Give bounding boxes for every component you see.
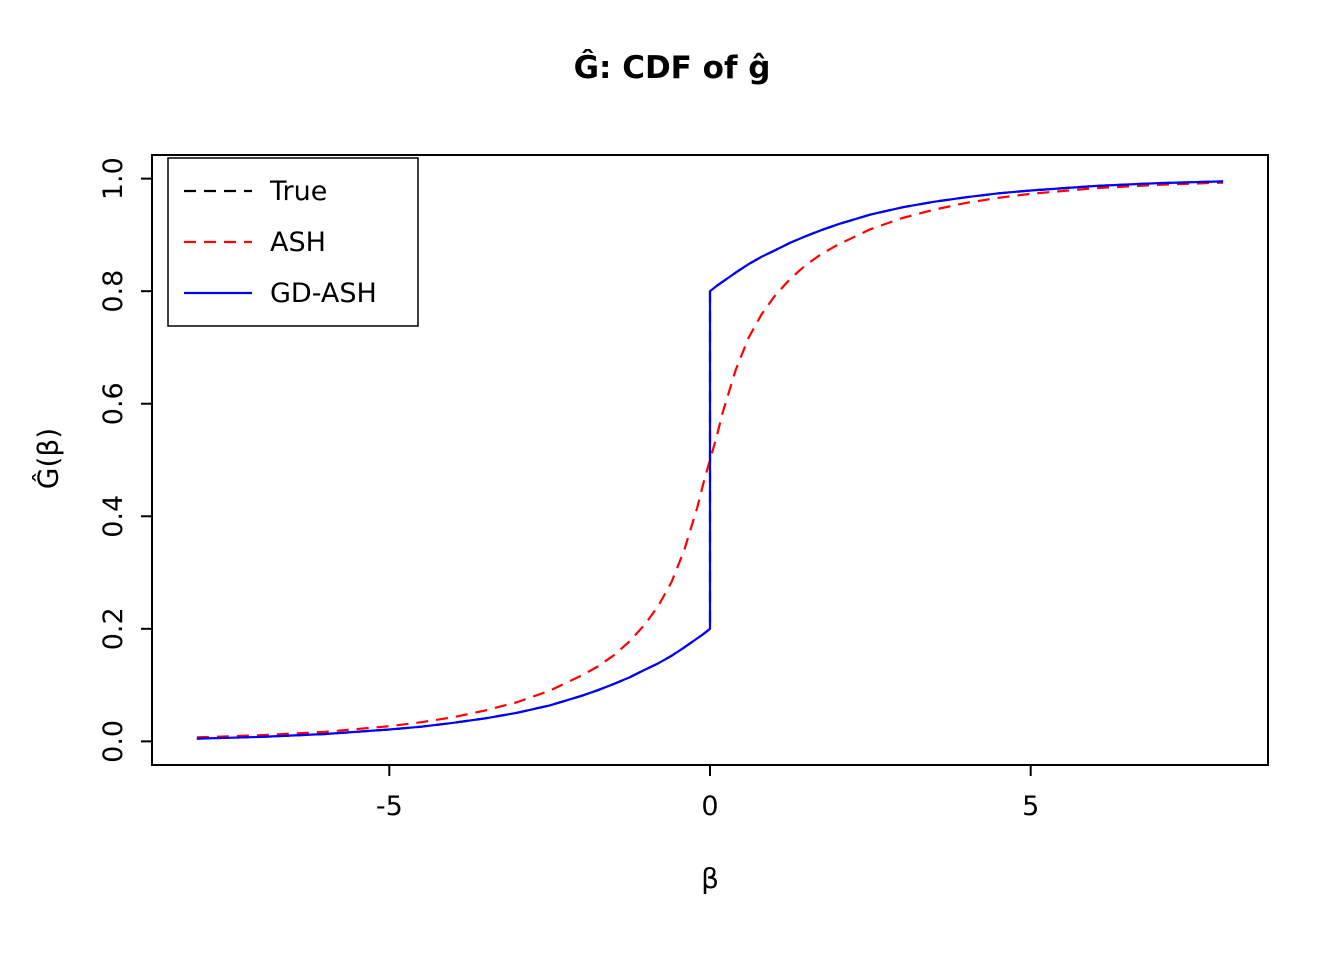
y-tick-label: 0.2: [98, 607, 129, 650]
series-line-ash: [196, 181, 1224, 739]
y-tick-label: 0.8: [98, 270, 129, 313]
x-tick-label: 0: [701, 791, 718, 822]
y-tick-label: 0.4: [98, 495, 129, 538]
x-tick-label: 5: [1022, 791, 1039, 822]
legend-label-gd-ash: GD-ASH: [270, 278, 377, 309]
legend-label-ash: ASH: [270, 227, 326, 258]
y-tick-label: 1.0: [98, 157, 129, 200]
series-line-gd-ash: [196, 180, 1224, 740]
y-tick-label: 0.6: [98, 382, 129, 425]
chart-title: Ĝ: CDF of ĝ: [573, 50, 771, 86]
x-axis-label: β: [701, 862, 719, 895]
x-tick-label: -5: [376, 791, 403, 822]
legend-label-true: True: [269, 176, 327, 207]
y-tick-label: 0.0: [98, 720, 129, 763]
